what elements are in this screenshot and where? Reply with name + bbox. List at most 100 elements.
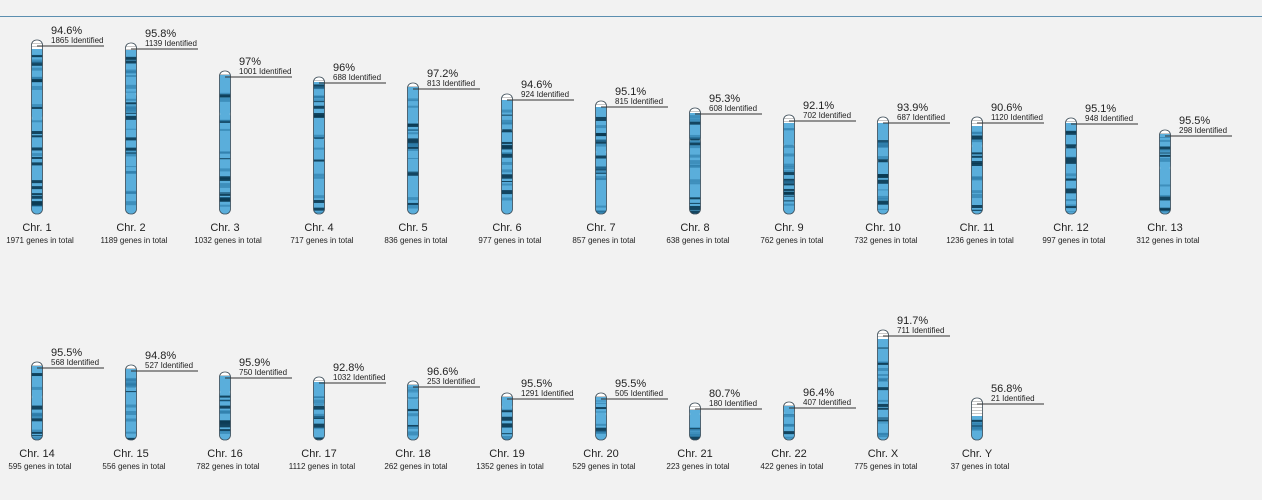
band (219, 420, 231, 423)
band (689, 145, 701, 149)
band (501, 152, 513, 155)
band (689, 436, 701, 440)
percent-label: 96.4% (803, 387, 834, 399)
band (313, 413, 325, 418)
total-label: 1971 genes in total (6, 236, 74, 245)
unidentified-region (125, 365, 137, 369)
band (125, 377, 137, 381)
identified-label: 750 Identified (239, 368, 287, 377)
band (31, 431, 43, 434)
cap-stripe (877, 120, 889, 121)
band (125, 108, 137, 112)
band (313, 101, 325, 103)
band (501, 129, 513, 133)
band (125, 102, 137, 105)
band (313, 396, 325, 398)
chromosome-name: Chr. 12 (1053, 222, 1088, 234)
chromosome-5: 97.2%813 Identified Chr. 5 836 genes in to… (384, 68, 480, 245)
band (125, 70, 137, 73)
cap-stripe (971, 413, 983, 414)
total-label: 37 genes in total (951, 462, 1010, 471)
total-label: 997 genes in total (1042, 236, 1105, 245)
percent-label: 95.3% (709, 93, 740, 105)
band (783, 163, 795, 167)
chromosome-body (783, 402, 795, 440)
band (689, 179, 701, 183)
band (31, 193, 43, 196)
chromosome-19: 95.5%1291 Identified Chr. 19 1352 genes in… (476, 378, 574, 471)
cap-stripe (689, 111, 701, 112)
band (31, 195, 43, 199)
identified-label: 407 Identified (803, 398, 851, 407)
chromosome-body (219, 372, 231, 440)
band (313, 195, 325, 199)
total-label: 762 genes in total (760, 236, 823, 245)
percent-label: 95.8% (145, 28, 176, 40)
identified-region (313, 77, 325, 214)
band (313, 399, 325, 404)
chromosome-name: Chr. 3 (210, 222, 239, 234)
band (971, 419, 983, 422)
band (313, 405, 325, 410)
band (595, 143, 607, 147)
chromosome-name: Chr. 14 (19, 448, 54, 460)
chromosome-16: 95.9%750 Identified Chr. 16 782 genes in t… (196, 357, 292, 471)
band (783, 144, 795, 148)
band (783, 424, 795, 427)
band (783, 195, 795, 197)
cap-stripe (31, 43, 43, 44)
identified-region (1159, 130, 1171, 214)
chromosome-name: Chr. 18 (395, 448, 430, 460)
band (407, 138, 419, 142)
cap-stripe (689, 406, 701, 407)
band (31, 405, 43, 410)
band (501, 114, 513, 116)
band (125, 147, 137, 151)
band (313, 176, 325, 179)
cap-stripe (783, 118, 795, 119)
identified-label: 813 Identified (427, 79, 475, 88)
total-label: 977 genes in total (478, 236, 541, 245)
band (219, 168, 231, 172)
band (971, 205, 983, 209)
band (501, 410, 513, 413)
band (877, 362, 889, 365)
band (219, 399, 231, 401)
percent-label: 95.1% (1085, 103, 1116, 115)
band (219, 97, 231, 102)
band (595, 423, 607, 426)
band (783, 170, 795, 173)
band (501, 190, 513, 195)
chromosome-body (125, 365, 137, 440)
band (783, 436, 795, 439)
band (877, 432, 889, 435)
band (313, 173, 325, 177)
band (31, 78, 43, 82)
chromosome-body (689, 403, 701, 440)
band (125, 437, 137, 440)
band (595, 155, 607, 159)
percent-label: 92.1% (803, 100, 834, 112)
band (407, 142, 419, 147)
percent-label: 91.7% (897, 315, 928, 327)
percent-label: 96.6% (427, 366, 458, 378)
band (595, 400, 607, 402)
chromosome-name: Chr. 6 (492, 222, 521, 234)
band (595, 210, 607, 214)
chromosome-outline (125, 364, 137, 441)
chromosome-21: 80.7%180 Identified Chr. 21 223 genes in t… (666, 388, 762, 471)
band (877, 387, 889, 391)
band (125, 201, 137, 206)
band (219, 430, 231, 434)
band (501, 109, 513, 113)
chromosome-7: 95.1%815 Identified Chr. 7 857 genes in to… (572, 86, 668, 245)
identified-label: 1120 Identified (991, 113, 1043, 122)
unidentified-region (783, 115, 795, 123)
band (595, 116, 607, 121)
band (689, 121, 701, 125)
band (313, 437, 325, 440)
band (689, 142, 701, 146)
band (219, 429, 231, 432)
band (783, 128, 795, 130)
band (1159, 146, 1171, 150)
